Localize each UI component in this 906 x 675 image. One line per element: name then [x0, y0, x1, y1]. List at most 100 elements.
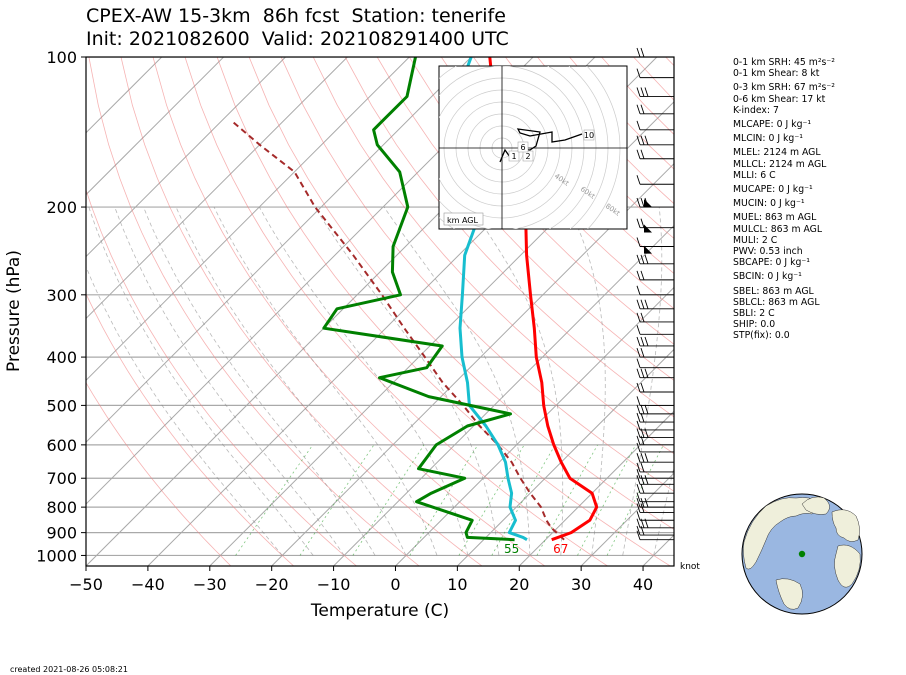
wind-barb — [636, 492, 674, 503]
background-lines — [86, 57, 674, 566]
hodograph-legend: km AGL — [447, 216, 479, 225]
dry-adiabat — [152, 57, 546, 566]
barb-feather — [644, 368, 649, 378]
barb-feather — [636, 312, 641, 323]
index-line: 0-1 km Shear: 8 kt — [733, 68, 820, 80]
moist-adiabat — [653, 465, 674, 556]
wind-barb — [636, 197, 674, 208]
barb-feather — [636, 270, 641, 281]
index-line: MLCIN: 0 J kg⁻¹ — [733, 133, 803, 145]
mixing-ratio-line — [409, 444, 479, 556]
x-tick-label: 20 — [509, 575, 529, 594]
wind-barb — [636, 135, 674, 146]
index-line: SBCAPE: 0 J kg⁻¹ — [733, 257, 811, 269]
hodograph-height-label: 1 — [511, 152, 516, 161]
x-tick-label: 40 — [633, 575, 653, 594]
dry-adiabat — [86, 188, 357, 566]
wind-barb — [636, 149, 674, 160]
barb-feather — [636, 336, 641, 347]
mixing-ratio-line — [352, 444, 425, 556]
hodograph-height-box — [583, 129, 595, 141]
wind-barb — [636, 462, 674, 473]
moist-adiabat — [143, 206, 376, 556]
index-line: SBLCL: 863 m AGL — [733, 296, 820, 308]
wind-barb — [636, 120, 674, 131]
stability-indices: 0-1 km SRH: 45 m²s⁻² 0-1 km Shear: 8 kt 0-… — [733, 57, 835, 342]
barb-pennant — [644, 199, 652, 208]
barb-feather — [640, 453, 645, 463]
barb-feather — [636, 325, 641, 335]
y-tick-label: 500 — [46, 396, 77, 415]
moist-adiabat — [114, 206, 345, 556]
wind-barb — [636, 104, 674, 115]
wind-barb — [636, 412, 674, 423]
barb-feather — [636, 462, 641, 473]
barb-feather — [644, 254, 649, 264]
moist-adiabat — [568, 206, 606, 556]
y-axis-label: Pressure (hPa) — [4, 250, 24, 372]
barb-feather — [636, 68, 641, 78]
wind-barb — [636, 368, 674, 379]
barb-feather — [636, 475, 641, 485]
x-tick-label: −30 — [193, 575, 227, 594]
barb-feather — [640, 312, 645, 323]
barb-feather — [636, 420, 641, 431]
wind-barb — [636, 497, 674, 508]
isotherm — [86, 57, 163, 134]
parcel-line — [232, 121, 565, 541]
barb-feather — [636, 525, 641, 536]
barb-feather — [644, 336, 649, 347]
wind-barb — [636, 484, 674, 494]
barb-unit-label: knot — [680, 562, 700, 572]
index-line: K-index: 7 — [733, 104, 779, 116]
barb-feather — [636, 285, 641, 295]
dry-adiabat — [440, 57, 674, 310]
barb-feather — [636, 428, 641, 438]
hodograph-height-box — [517, 141, 529, 153]
surface-dewpoint-label: 55 — [504, 542, 519, 556]
y-tick-label: 600 — [46, 436, 77, 455]
barb-feather — [636, 404, 641, 415]
x-tick-label: −40 — [131, 575, 165, 594]
index-line: MLEL: 2124 m AGL — [733, 147, 821, 159]
barb-feather — [640, 497, 645, 508]
wind-barb — [636, 358, 674, 369]
dry-adiabat — [473, 57, 674, 274]
wind-barb — [636, 469, 674, 479]
y-tick-label: 800 — [46, 498, 77, 517]
dry-adiabat — [280, 57, 674, 492]
mixing-ratio-line — [606, 444, 664, 556]
wind-barb — [636, 511, 674, 521]
x-tick-label: −10 — [317, 575, 351, 594]
moist-adiabat — [88, 206, 314, 556]
barb-feather — [644, 135, 649, 145]
moist-adiabat — [86, 265, 283, 556]
index-line: MLLI: 6 C — [733, 169, 776, 181]
barb-feather — [636, 299, 641, 309]
hodograph-height-label: 2 — [525, 152, 530, 161]
dry-adiabat — [408, 57, 674, 345]
created-timestamp: created 2021-08-26 05:08:21 — [10, 665, 128, 674]
barb-feather — [640, 382, 645, 393]
isotherm — [395, 286, 674, 566]
wind-barb — [636, 299, 674, 310]
barb-feather — [644, 404, 649, 415]
barb-feather — [640, 368, 645, 378]
dry-adiabat — [216, 57, 671, 566]
wind-barb — [636, 47, 674, 58]
x-tick-label: −20 — [255, 575, 289, 594]
wind-barb — [636, 237, 674, 247]
barb-feather — [640, 254, 645, 264]
barb-feather — [636, 87, 641, 97]
barb-pennant — [644, 245, 652, 254]
barb-pennant — [644, 224, 652, 233]
greenland — [801, 496, 830, 515]
dry-adiabat — [312, 57, 674, 455]
hodograph-legend-box — [443, 212, 484, 226]
barb-feather — [636, 412, 641, 423]
barb-feather — [640, 484, 645, 494]
